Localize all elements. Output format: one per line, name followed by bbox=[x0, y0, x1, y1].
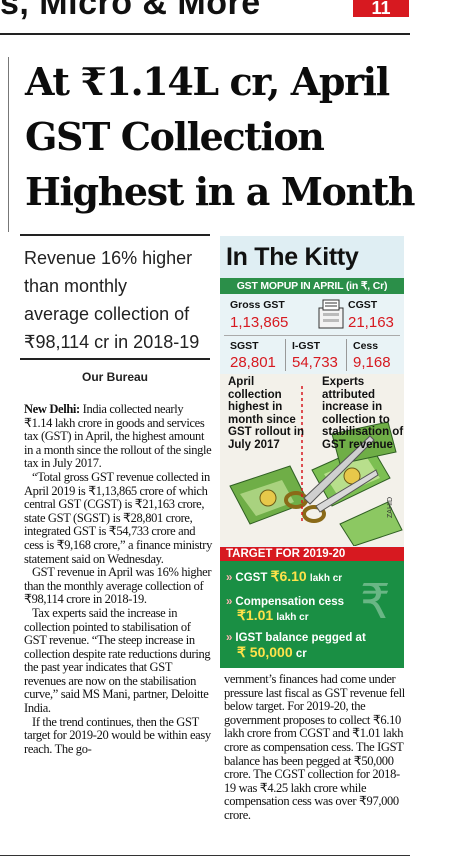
deck-line-4: ₹98,114 cr in 2018-19 bbox=[24, 332, 200, 352]
top-divider bbox=[0, 33, 410, 35]
paragraph-2: “Total gross GST revenue collected in Ap… bbox=[24, 469, 212, 566]
target-item-cgst: » CGST ₹6.10 lakh cr bbox=[226, 568, 343, 586]
target-amount-cgst: ₹6.10 bbox=[270, 568, 307, 584]
target-item-cess: » Compensation cess bbox=[226, 596, 344, 609]
section-title-partial: s, Micro & More bbox=[0, 0, 261, 22]
deck-rule-bottom bbox=[20, 358, 210, 360]
target-label-igst: IGST balance pegged at bbox=[235, 632, 366, 644]
target-item-igst-amount: ₹ 50,000 cr bbox=[237, 644, 307, 661]
stat-label-igst: I-GST bbox=[292, 340, 320, 352]
deck-line-3: average collection of bbox=[24, 304, 190, 324]
target-heading: TARGET FOR 2019-20 bbox=[220, 547, 404, 561]
deck: Revenue 16% higher than monthly average … bbox=[24, 244, 214, 356]
page-number-badge: 11 bbox=[353, 0, 409, 17]
infobox-title: In The Kitty bbox=[220, 236, 404, 278]
headline-line-3: Highest in a Month bbox=[25, 169, 415, 214]
stat-value-igst: 54,733 bbox=[292, 354, 338, 371]
target-panel bbox=[220, 561, 404, 668]
deck-line-1: Revenue 16% higher bbox=[24, 248, 193, 268]
chevron-right-icon: » bbox=[226, 572, 233, 584]
target-item-igst: » IGST balance pegged at bbox=[226, 632, 366, 645]
paragraph-6: vernment’s finances had come under press… bbox=[224, 672, 405, 822]
article-column-2: vernment’s finances had come under press… bbox=[224, 672, 405, 823]
infobox-subtitle: GST MOPUP IN APRIL (in ₹, Cr) bbox=[220, 278, 404, 294]
headline-rule bbox=[8, 57, 9, 232]
target-label-cess: Compensation cess bbox=[235, 596, 345, 608]
stat-value-sgst: 28,801 bbox=[230, 354, 276, 371]
stat-value-gross-gst: 1,13,865 bbox=[230, 314, 289, 331]
deck-rule-top bbox=[20, 234, 210, 236]
paragraph-5: If the trend continues, then the GST tar… bbox=[24, 714, 211, 756]
deck-line-2: than monthly bbox=[24, 276, 128, 296]
stats-separator-2 bbox=[346, 339, 347, 371]
stat-label-cgst: CGST bbox=[348, 299, 378, 311]
rupee-machine-icon bbox=[318, 299, 344, 329]
bottom-divider bbox=[0, 855, 410, 856]
target-unit-cgst: lakh cr bbox=[309, 573, 343, 584]
headline-line-1: At ₹1.14L cr, April bbox=[25, 59, 390, 104]
stat-label-gross-gst: Gross GST bbox=[230, 299, 285, 311]
target-amount-cess: ₹1.01 bbox=[237, 607, 274, 623]
stat-value-cgst: 21,163 bbox=[348, 314, 394, 331]
masthead-strip: s, Micro & More 11 bbox=[0, 0, 451, 22]
target-amount-igst: ₹ 50,000 bbox=[237, 644, 293, 660]
stat-value-cess: 9,168 bbox=[353, 354, 391, 371]
paragraph-1-text: India collected nearly ₹1.14 lakh crore … bbox=[24, 402, 212, 471]
stat-label-sgst: SGST bbox=[230, 340, 259, 352]
in-the-kitty-infobox: In The Kitty GST MOPUP IN APRIL (in ₹, C… bbox=[220, 236, 404, 668]
stat-label-cess: Cess bbox=[353, 340, 379, 352]
target-item-cess-amount: ₹1.01 lakh cr bbox=[237, 607, 309, 625]
byline: Our Bureau bbox=[81, 370, 148, 384]
note-april-collection: April collection highest in month since … bbox=[228, 376, 305, 451]
note-experts-attributed: Experts attributed increase in collectio… bbox=[322, 376, 404, 451]
stats-divider bbox=[224, 335, 400, 336]
target-unit-cess: lakh cr bbox=[276, 612, 309, 623]
chevron-right-icon: » bbox=[226, 596, 233, 608]
headline-line-2: GST Collection bbox=[25, 114, 325, 159]
rupee-watermark-icon: ₹ bbox=[360, 574, 391, 630]
paragraph-3: GST revenue in April was 16% higher than… bbox=[24, 565, 212, 607]
chevron-right-icon: » bbox=[226, 632, 233, 644]
illustration-credit: ZAHID bbox=[387, 497, 394, 518]
paragraph-4: Tax experts said the increase in collect… bbox=[24, 605, 211, 716]
headline: At ₹1.14L cr, April GST Collection Highe… bbox=[25, 54, 420, 219]
stats-separator-1 bbox=[285, 339, 286, 371]
article-column-1: New Delhi: India collected nearly ₹1.14 … bbox=[24, 402, 212, 756]
target-unit-igst: cr bbox=[295, 648, 307, 660]
currency-scissors-illustration bbox=[220, 374, 404, 546]
target-label-cgst: CGST bbox=[235, 572, 268, 584]
paragraph-1: New Delhi: India collected nearly ₹1.14 … bbox=[24, 402, 212, 471]
dateline: New Delhi: bbox=[24, 402, 80, 416]
